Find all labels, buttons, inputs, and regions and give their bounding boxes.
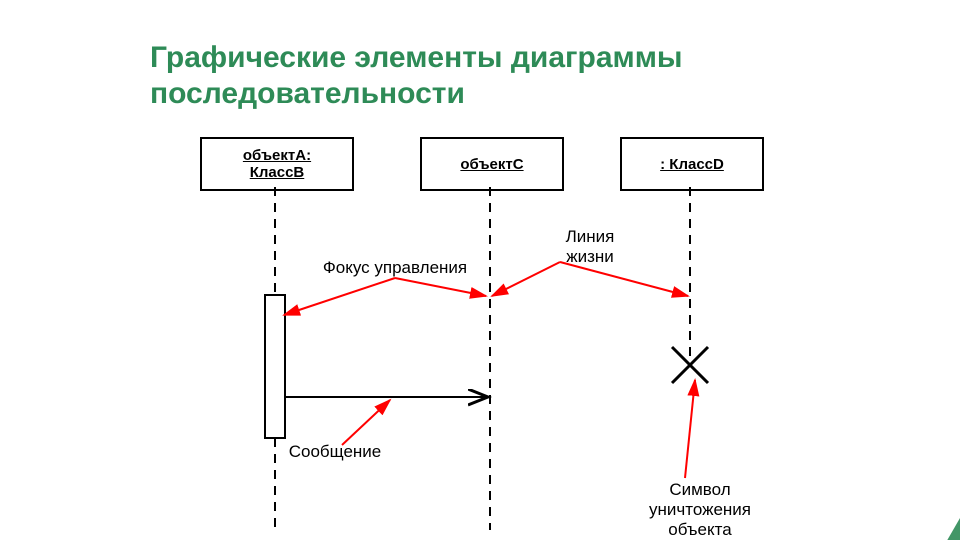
object-box-c: объектC (420, 137, 564, 191)
object-box-d: : КлассD (620, 137, 764, 191)
object-box-a-label: объектA: КлассB (243, 147, 311, 181)
object-box-d-label: : КлассD (660, 156, 724, 173)
object-box-c-label: объектC (460, 156, 523, 173)
label-message: Сообщение (275, 442, 395, 462)
label-focus: Фокус управления (300, 258, 490, 278)
label-lifeline: Линия жизни (550, 227, 630, 267)
label-destroy: Символ уничтожения объекта (630, 480, 770, 540)
page-title: Графические элементы диаграммы последова… (150, 40, 850, 112)
object-box-a: объектA: КлассB (200, 137, 354, 191)
